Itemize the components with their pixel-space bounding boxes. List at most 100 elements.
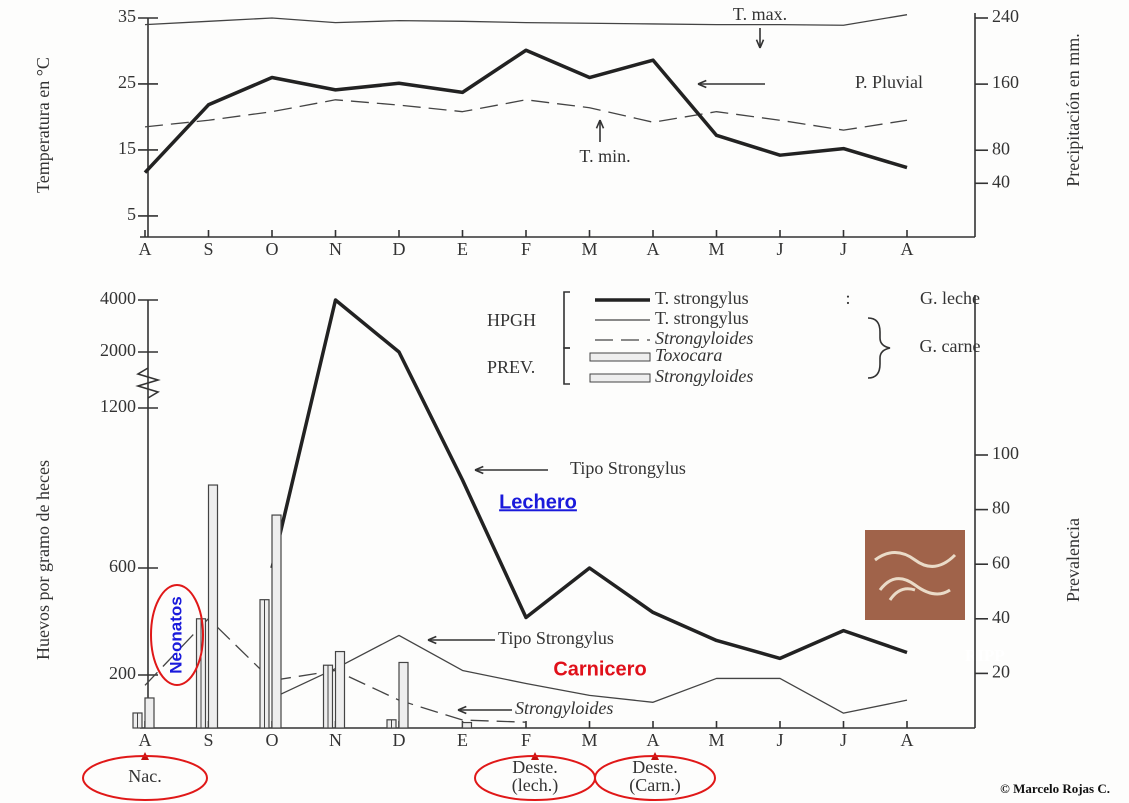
annotation: Strongyloides [515,698,613,718]
x-tick-label: J [840,730,847,750]
y-tick-label: 200 [109,663,136,683]
x-tick-label: N [329,239,342,259]
y2-axis-label: Precipitación en mm. [1063,33,1083,186]
legend-group: PREV. [487,357,535,377]
bar [461,721,473,729]
y-tick-label: 2000 [100,340,136,360]
y2-tick-label: 100 [992,443,1019,463]
bar [398,661,409,729]
event-label: Deste. [512,757,557,777]
y-tick-label: 4000 [100,288,136,308]
x-tick-label: M [708,730,724,750]
y2-tick-label: 80 [992,138,1010,158]
annotation: Neonatos [166,596,185,673]
legend-group: G. carne [920,336,981,356]
event-ellipse [82,755,208,801]
arrow-head [457,705,467,715]
x-tick-label: A [139,730,152,750]
x-tick-label: E [457,730,468,750]
axis-break [135,367,161,399]
y-tick-label: 1200 [100,396,136,416]
legend-label: Strongyloides [655,328,753,348]
y2-axis-label: Prevalencia [1063,518,1083,602]
y2-tick-label: 40 [992,607,1010,627]
legend-label: T. strongylus [655,288,749,308]
arrow-head [474,465,484,475]
y2-tick-label: 80 [992,498,1010,518]
x-tick-label: F [521,239,531,259]
y-axis-label: Temperatura en °C [33,57,53,193]
x-tick-label: D [393,730,406,750]
x-tick-label: A [647,730,660,750]
x-tick-label: A [647,239,660,259]
x-tick-label: M [708,239,724,259]
y-tick-label: 5 [127,204,136,224]
event-label: Nac. [128,766,161,786]
bar [271,514,282,729]
y-tick-label: 25 [118,72,136,92]
event-label: (lech.) [512,775,558,796]
y2-tick-label: 20 [992,662,1010,682]
arrow-head [595,119,605,129]
series-line [143,48,908,174]
x-tick-label: D [393,239,406,259]
x-tick-label: F [521,730,531,750]
y-tick-label: 15 [118,138,136,158]
y2-tick-label: 60 [992,552,1010,572]
annotation: Tipo Strongylus [498,628,614,648]
arrow-head [427,635,437,645]
event-ellipse [594,755,716,801]
legend-bracket [563,347,570,385]
annotation: Lechero [499,491,577,513]
y2-tick-label: 240 [992,6,1019,26]
highlight-ellipse [150,584,204,686]
photo-worms [874,551,957,601]
legend-group: G. leche [920,288,980,308]
bar [207,484,219,729]
x-tick-label: J [776,730,783,750]
arrow-head [697,79,707,89]
event-label: (Carn.) [629,775,680,796]
arrow-head [755,39,765,49]
bar [144,697,155,729]
y-tick-label: 600 [109,556,136,576]
x-tick-label: A [901,730,914,750]
legend-separator: : [845,288,850,308]
x-tick-label: S [203,239,213,259]
x-tick-label: J [840,239,847,259]
bar [334,650,346,729]
x-tick-label: M [581,239,597,259]
x-tick-label: N [329,730,342,750]
y-tick-label: 35 [118,6,136,26]
legend-brace [867,317,891,379]
x-tick-label: J [776,239,783,259]
series-line [144,14,908,26]
annotation: T. min. [579,146,630,166]
event-label: Deste. [632,757,677,777]
x-tick-label: E [457,239,468,259]
x-tick-label: O [266,730,279,750]
legend-label: T. strongylus [655,308,749,328]
x-tick-label: M [581,730,597,750]
y2-tick-label: 40 [992,171,1010,191]
photo [865,530,965,620]
legend-label: Strongyloides [655,366,753,386]
x-tick-label: A [139,239,152,259]
series-line [270,298,908,661]
legend-group: HPGH [487,310,536,330]
y2-tick-label: 160 [992,72,1019,92]
x-tick-label: O [266,239,279,259]
series-line [271,634,908,714]
legend-swatch [589,373,651,383]
x-tick-label: S [203,730,213,750]
annotation: T. max. [733,4,787,24]
legend-swatch [589,352,651,362]
y-axis-label: Huevos por gramo de heces [33,460,53,660]
credit: © Marcelo Rojas C. [1000,781,1110,796]
legend-label: Toxocara [655,345,722,365]
x-tick-label: A [901,239,914,259]
annotation: P. Pluvial [855,72,923,92]
annotation: Carnicero [553,658,646,680]
